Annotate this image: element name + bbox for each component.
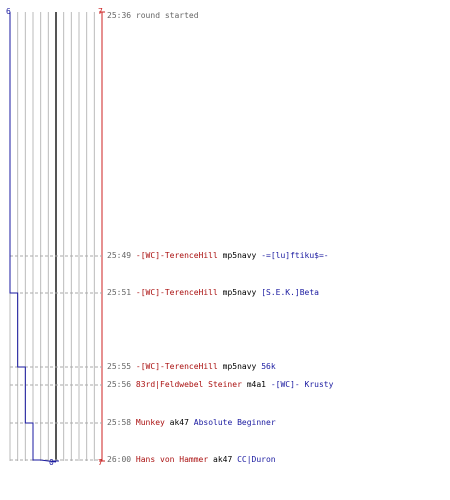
blue-team-start-score: 6 [6,7,11,16]
weapon-name: ak47 [213,455,233,464]
blue-team-score-line [9,12,57,463]
kill-line: 25:49 -[WC]-TerenceHill mp5navy -=[lu]ft… [107,251,329,261]
red-team-end-score: 7 [98,458,103,467]
kill-time: 26:00 [107,455,132,464]
kill-line: 25:58 Munkey ak47 Absolute Beginner [107,418,276,428]
killer-name: Munkey [135,418,165,427]
event-time: 25:36 [107,11,132,20]
kill-line: 25:55 -[WC]-TerenceHill mp5navy 56k [107,362,276,372]
weapon-name: mp5navy [222,288,257,297]
killer-name: -[WC]-TerenceHill [135,362,218,371]
kill-time: 25:58 [107,418,132,427]
weapon-name: mp5navy [222,251,257,260]
kill-time: 25:49 [107,251,132,260]
weapon-name: mp5navy [222,362,257,371]
kill-time: 25:55 [107,362,132,371]
round-start-line: 25:36 round started [107,11,199,21]
kill-time: 25:56 [107,380,132,389]
kill-time: 25:51 [107,288,132,297]
blue-team-end-score: 0 [49,458,54,467]
kill-line: 25:56 83rd|Feldwebel Steiner m4a1 -[WC]-… [107,380,333,390]
victim-name: CC|Duron [237,455,276,464]
kill-line: 26:00 Hans von Hammer ak47 CC|Duron [107,455,276,465]
victim-name: -=[lu]ftiku$=- [261,251,329,260]
victim-name: Absolute Beginner [193,418,276,427]
weapon-name: ak47 [169,418,189,427]
victim-name: [S.E.K.]Beta [261,288,319,297]
killer-name: -[WC]-TerenceHill [135,288,218,297]
victim-name: -[WC]- Krusty [270,380,334,389]
killer-name: Hans von Hammer [135,455,209,464]
kill-line: 25:51 -[WC]-TerenceHill mp5navy [S.E.K.]… [107,288,319,298]
event-message: round started [135,11,199,20]
killer-name: 83rd|Feldwebel Steiner [135,380,242,389]
red-team-start-score: 7 [98,7,103,16]
killer-name: -[WC]-TerenceHill [135,251,218,260]
victim-name: 56k [261,362,276,371]
weapon-name: m4a1 [246,380,266,389]
